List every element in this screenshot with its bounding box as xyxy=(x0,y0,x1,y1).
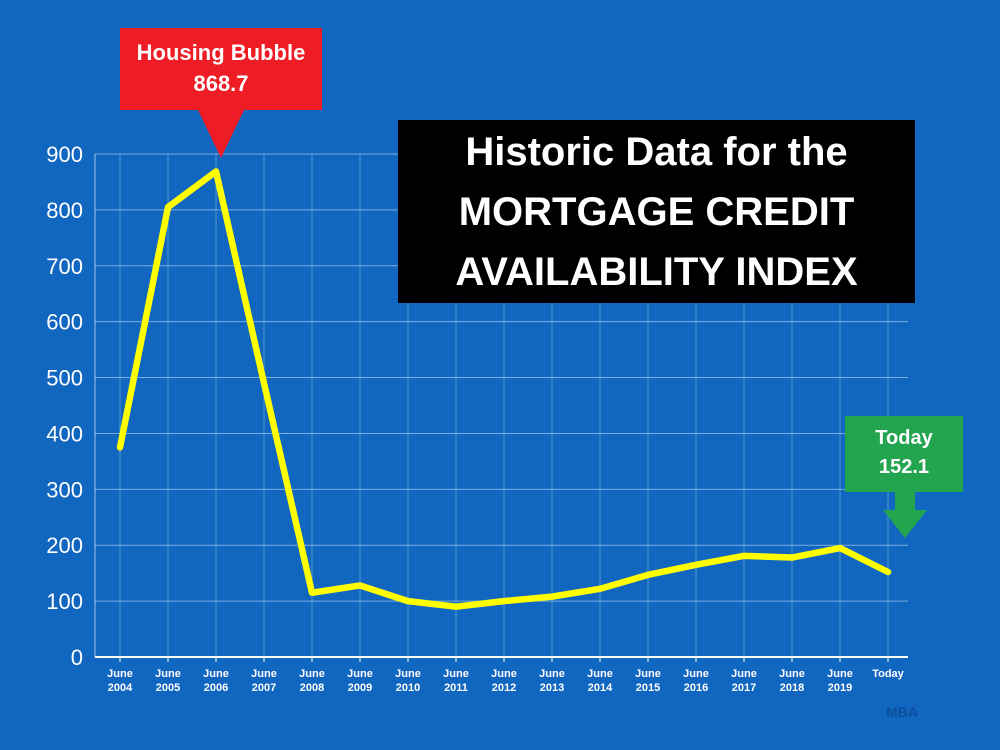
x-axis-tick-label: 2007 xyxy=(252,682,276,694)
y-axis-tick-label: 600 xyxy=(46,310,83,335)
x-axis-tick-label: June xyxy=(635,668,661,680)
x-axis-tick-label: June xyxy=(779,668,805,680)
housing-bubble-label: Housing Bubble xyxy=(136,40,306,65)
housing-bubble-value: 868.7 xyxy=(193,71,249,96)
today-value: 152.1 xyxy=(878,456,930,478)
housing-bubble-callout: Housing Bubble 868.7 xyxy=(120,28,322,110)
source-label: MBA xyxy=(886,704,918,720)
x-axis-tick-label: 2013 xyxy=(540,682,564,694)
y-axis-tick-label: 400 xyxy=(46,421,83,446)
x-axis-tick-label: June xyxy=(155,668,181,680)
x-axis-tick-label: June xyxy=(395,668,421,680)
chart-title-line-1: Historic Data for the xyxy=(465,129,848,174)
x-axis-tick-label: 2014 xyxy=(588,682,613,694)
x-axis-tick-label: June xyxy=(491,668,517,680)
x-axis-tick-label: 2006 xyxy=(204,682,228,694)
x-axis-tick-label: 2016 xyxy=(684,682,708,694)
x-axis-tick-label: 2019 xyxy=(828,682,852,694)
x-axis-tick-label: June xyxy=(107,668,133,680)
y-axis-tick-label: 500 xyxy=(46,366,83,391)
x-axis-tick-label: 2015 xyxy=(636,682,660,694)
x-axis-tick-label: Today xyxy=(872,668,904,680)
x-axis-tick-label: June xyxy=(347,668,373,680)
today-callout: Today 152.1 xyxy=(845,416,963,492)
chart-title-line-2: MORTGAGE CREDIT xyxy=(458,189,855,234)
x-axis-tick-label: 2018 xyxy=(780,682,804,694)
x-axis-tick-label: June xyxy=(539,668,565,680)
mcai-data-line xyxy=(116,168,892,610)
x-axis-tick-label: June xyxy=(203,668,229,680)
housing-bubble-down-arrow-icon xyxy=(198,110,244,158)
today-down-arrow-icon xyxy=(883,492,927,538)
y-axis-tick-label: 200 xyxy=(46,533,83,558)
y-axis-tick-label: 0 xyxy=(71,645,83,670)
x-axis-tick-label: 2009 xyxy=(348,682,372,694)
chart-title-line-3: AVAILABILITY INDEX xyxy=(455,249,858,294)
x-axis-tick-label: June xyxy=(683,668,709,680)
x-axis-tick-label: June xyxy=(251,668,277,680)
x-axis-tick-label: June xyxy=(443,668,469,680)
x-axis-tick-label: 2017 xyxy=(732,682,756,694)
x-axis-tick-label: 2008 xyxy=(300,682,324,694)
x-axis-tick-label: 2011 xyxy=(444,682,468,694)
x-axis-tick-label: 2004 xyxy=(108,682,133,694)
y-axis-tick-label: 800 xyxy=(46,198,83,223)
x-axis-tick-label: June xyxy=(827,668,853,680)
y-axis-tick-label: 700 xyxy=(46,254,83,279)
x-axis-tick-label: 2010 xyxy=(396,682,420,694)
x-axis-tick-label: June xyxy=(299,668,325,680)
y-axis-tick-label: 300 xyxy=(46,477,83,502)
x-axis-tick-label: 2005 xyxy=(156,682,180,694)
chart-title-box: Historic Data for the MORTGAGE CREDIT AV… xyxy=(398,120,915,303)
y-axis-tick-label: 900 xyxy=(46,142,83,167)
x-axis-tick-label: 2012 xyxy=(492,682,516,694)
today-label: Today xyxy=(875,427,933,449)
y-axis-tick-label: 100 xyxy=(46,589,83,614)
x-axis-tick-label: June xyxy=(731,668,757,680)
x-axis-tick-label: June xyxy=(587,668,613,680)
